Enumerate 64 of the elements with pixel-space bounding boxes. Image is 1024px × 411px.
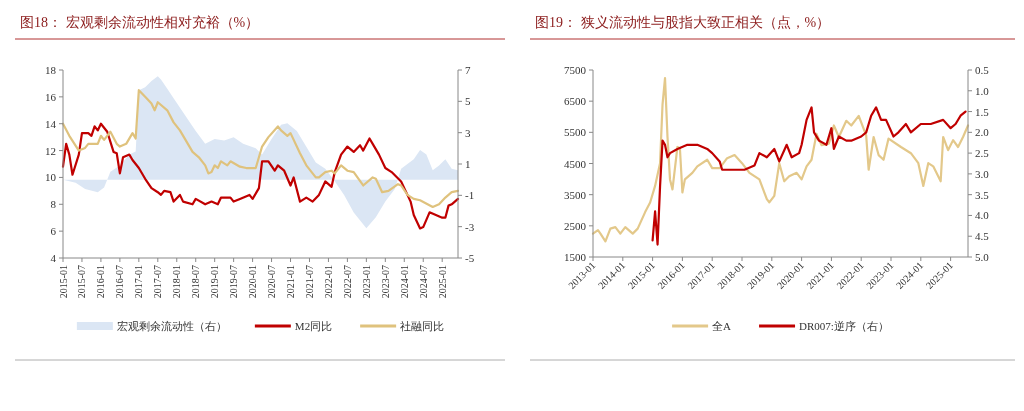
y-tick-label: 5500 — [564, 126, 587, 139]
line-series — [61, 89, 460, 209]
legend-label: 宏观剩余流动性（右） — [116, 320, 227, 332]
y-tick-label: 12 — [45, 144, 56, 157]
legend-label: M2同比 — [294, 320, 333, 332]
x-tick-label: 2016-01 — [95, 265, 107, 299]
x-tick-label: 2022-07 — [341, 265, 353, 299]
legend-label: DR007:逆序（右） — [799, 320, 889, 332]
y-tick-label: 4500 — [564, 157, 587, 170]
y2-tick-label: 5.0 — [975, 251, 990, 263]
y2-tick-label: 1 — [465, 158, 471, 170]
y2-tick-label: 2.5 — [975, 147, 990, 160]
x-tick-label: 2016-07 — [114, 265, 126, 299]
y-tick-label: 7500 — [564, 64, 587, 76]
y-tick-label: 6500 — [564, 95, 587, 108]
x-tick-label: 2015-07 — [76, 265, 88, 299]
y2-tick-label: 0.5 — [975, 64, 990, 76]
y2-tick-label: 3.5 — [975, 188, 990, 201]
y-tick-label: 1500 — [564, 251, 587, 263]
y2-tick-label: 5 — [465, 95, 471, 108]
chart-title: 图18： 宏观剩余流动性相对充裕（%） — [20, 15, 260, 30]
x-tick-label: 2020-07 — [266, 265, 278, 299]
x-tick-label: 2022-01 — [322, 265, 334, 299]
y-tick-label: 3500 — [564, 188, 587, 201]
y2-tick-label: -3 — [465, 220, 475, 233]
y-tick-label: 16 — [45, 90, 57, 103]
legend-label: 社融同比 — [400, 320, 445, 332]
y2-tick-label: 1.5 — [975, 105, 990, 118]
y2-tick-label: 1.0 — [975, 84, 990, 97]
line-series — [651, 106, 967, 246]
y-tick-label: 10 — [45, 171, 57, 184]
y-tick-label: 6 — [50, 225, 57, 238]
y2-tick-label: -1 — [465, 189, 475, 202]
x-tick-label: 2025-01 — [436, 265, 448, 299]
y2-tick-label: 4.5 — [975, 230, 990, 243]
x-tick-label: 2021-07 — [303, 265, 315, 299]
x-tick-label: 2018-01 — [171, 265, 183, 299]
x-tick-label: 2017-01 — [133, 265, 145, 299]
legend-label: 全A — [712, 320, 732, 332]
x-tick-label: 2021-01 — [285, 265, 297, 299]
y2-tick-label: 2.0 — [975, 126, 990, 139]
y2-tick-label: 7 — [465, 64, 471, 76]
y-tick-label: 2500 — [564, 219, 587, 232]
x-tick-label: 2019-07 — [228, 265, 240, 299]
y-tick-label: 8 — [50, 198, 57, 211]
x-tick-label: 2015-01 — [57, 265, 69, 299]
x-tick-label: 2024-07 — [417, 265, 429, 299]
y2-tick-label: 3.0 — [975, 167, 990, 180]
y-tick-label: 18 — [45, 64, 57, 76]
y2-tick-label: -5 — [465, 252, 475, 264]
line-series — [61, 122, 460, 230]
chart-title: 图19： 狭义流动性与股指大致正相关（点，%） — [535, 15, 831, 30]
x-tick-label: 2023-01 — [360, 265, 372, 299]
y-tick-label: 14 — [45, 117, 57, 130]
x-tick-label: 2019-01 — [209, 265, 221, 299]
x-tick-label: 2023-07 — [379, 265, 391, 299]
y2-tick-label: 4.0 — [975, 209, 990, 222]
x-tick-label: 2018-07 — [190, 265, 202, 299]
x-tick-label: 2020-01 — [247, 265, 259, 299]
line-series — [591, 77, 970, 243]
y-tick-label: 4 — [50, 252, 57, 264]
y2-tick-label: 3 — [465, 126, 471, 139]
x-tick-label: 2017-07 — [152, 265, 164, 299]
x-tick-label: 2024-01 — [398, 265, 410, 299]
